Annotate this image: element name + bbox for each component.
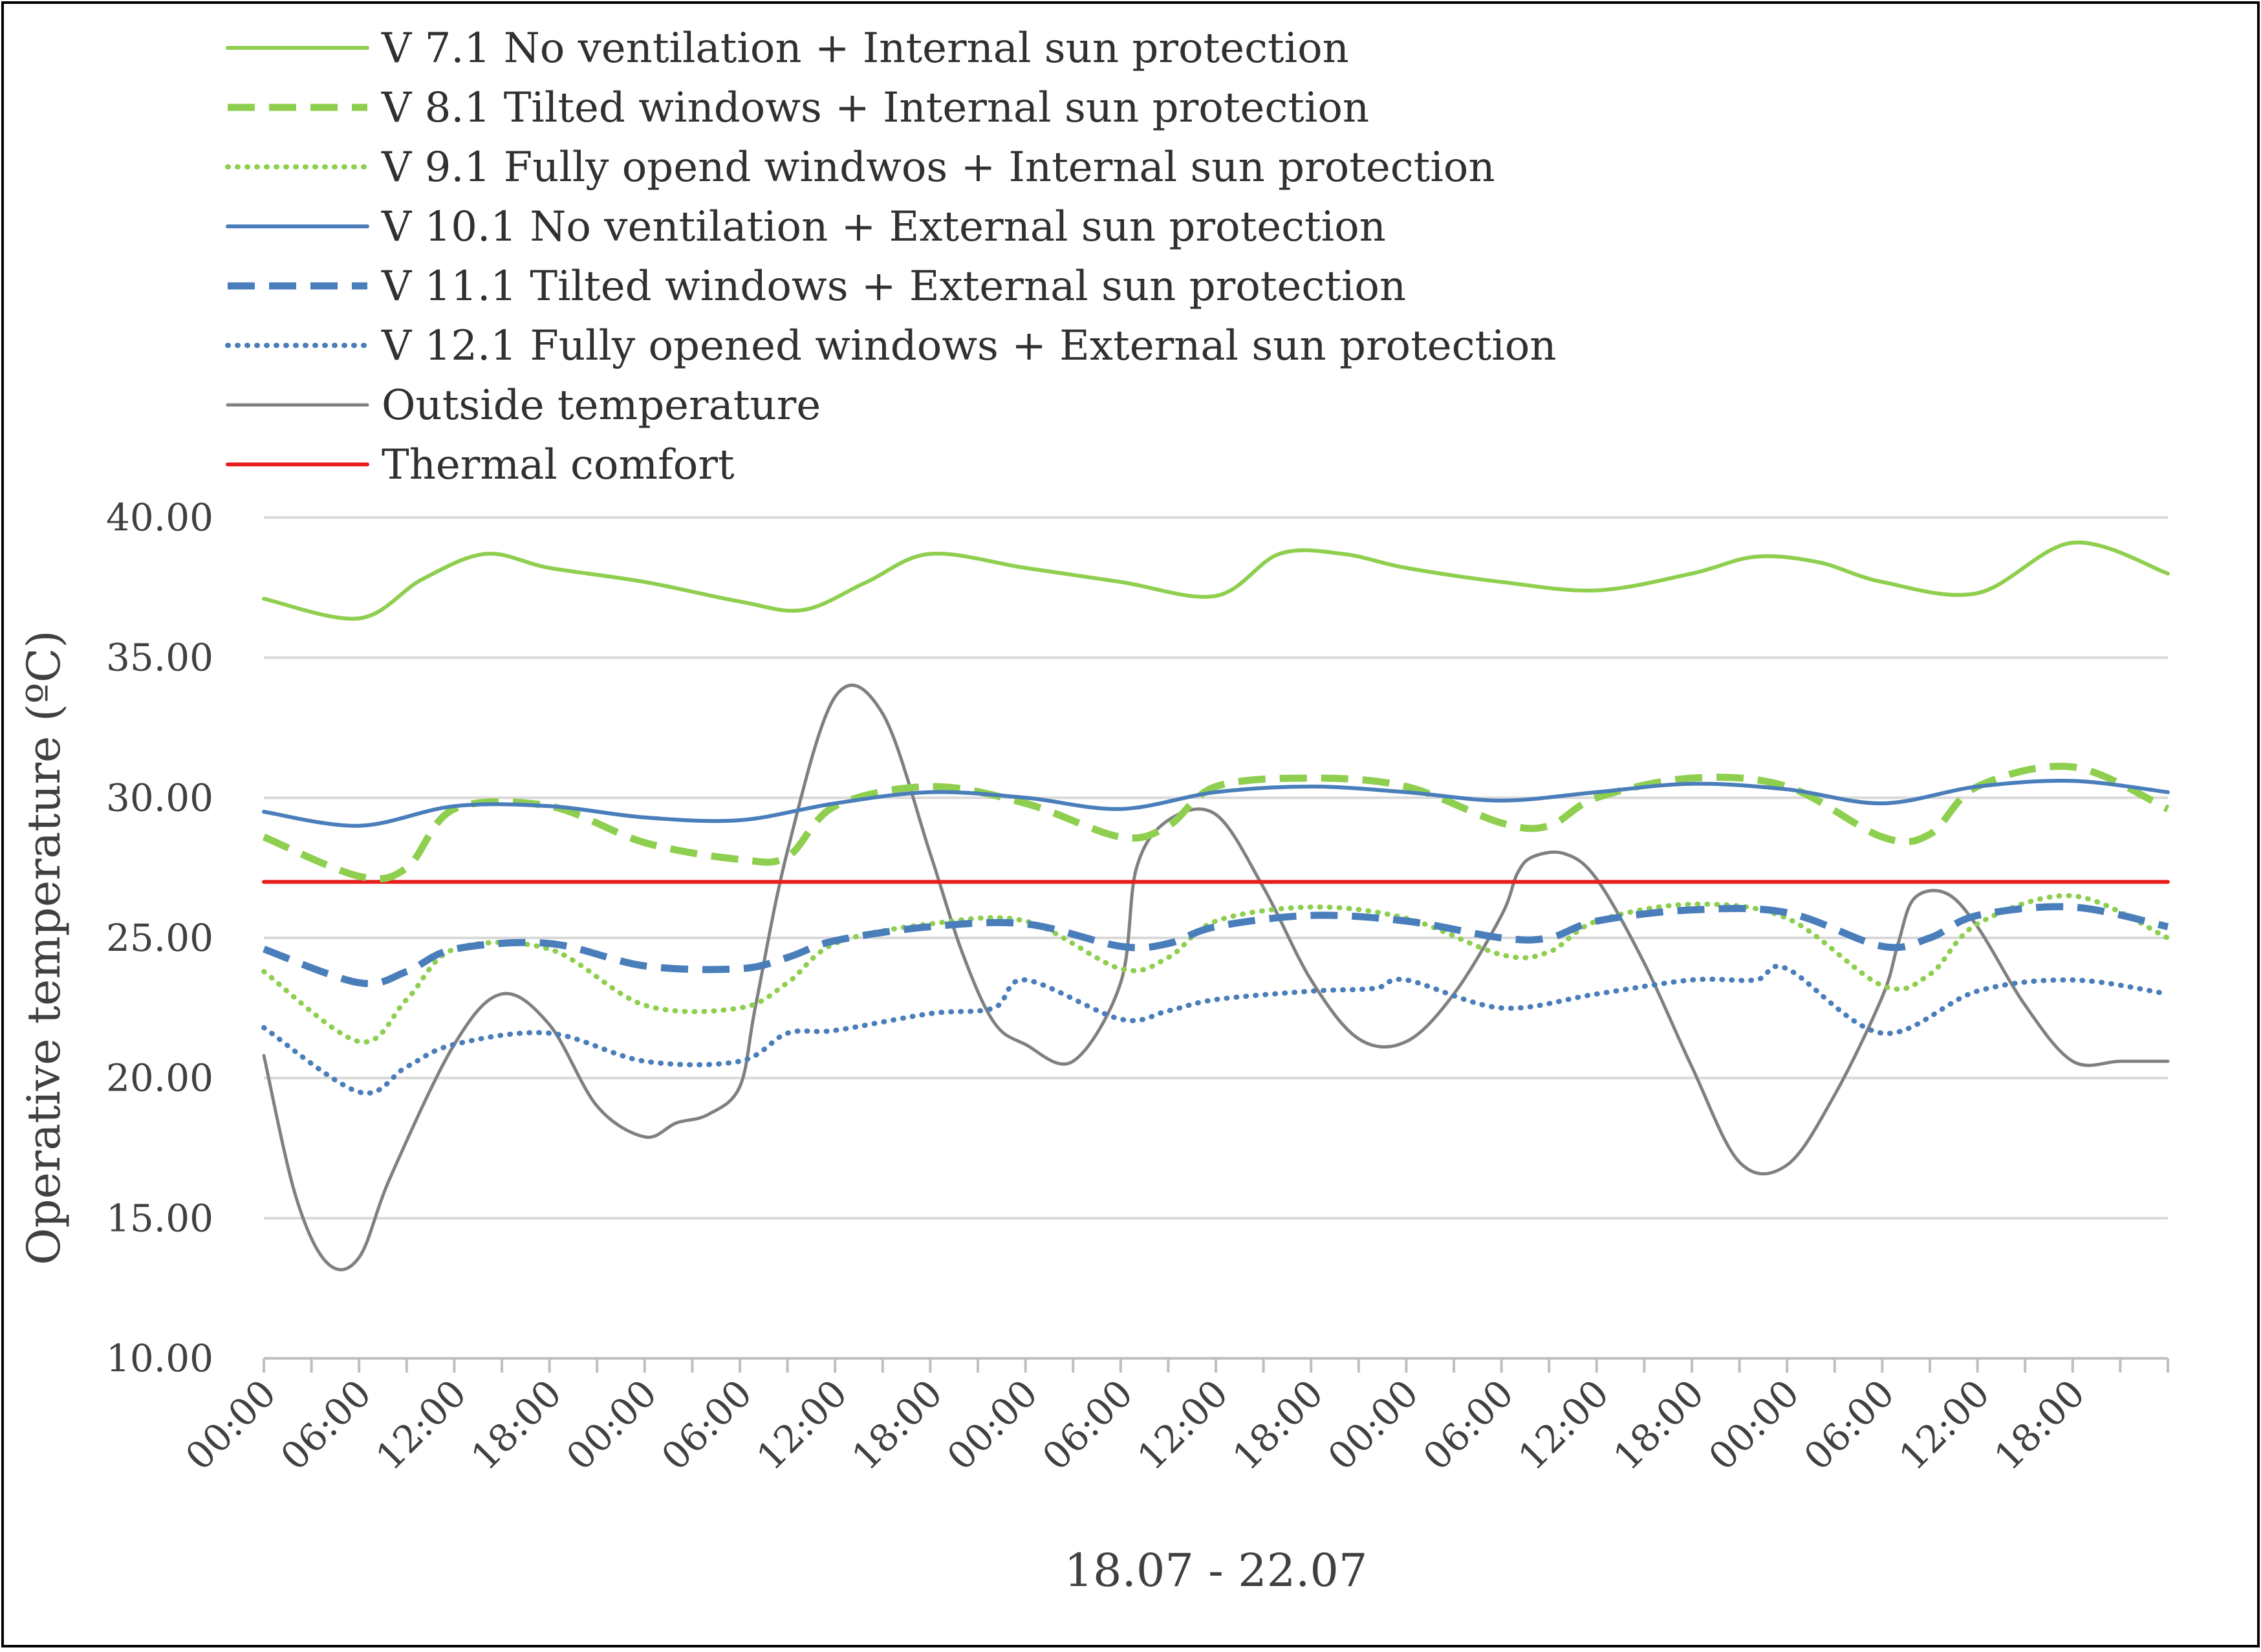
legend-label: V 12.1 Fully opened windows + External s… [381, 322, 1556, 370]
legend-label: V 11.1 Tilted windows + External sun pro… [381, 263, 1406, 310]
legend-label: Thermal comfort [382, 441, 735, 489]
y-axis-title: Operative temperature (ºC) [17, 630, 70, 1265]
legend-label: V 7.1 No ventilation + Internal sun prot… [381, 25, 1349, 72]
legend-label: V 9.1 Fully opend windwos + Internal sun… [381, 144, 1495, 191]
series-line-5 [263, 903, 2169, 988]
series-line-3 [261, 893, 2170, 1045]
y-tick-label: 15.00 [106, 1196, 213, 1240]
series-line-2 [262, 763, 2170, 883]
series-line-7 [262, 683, 2170, 1272]
y-tick-label: 10.00 [106, 1336, 213, 1380]
series-lines [261, 540, 2170, 1272]
series-line-4 [262, 779, 2170, 828]
legend-label: Outside temperature [382, 382, 821, 429]
legend-label: V 10.1 No ventilation + External sun pro… [381, 203, 1386, 251]
y-tick-label: 30.00 [106, 776, 213, 820]
series-line-6 [261, 963, 2170, 1096]
y-tick-label: 35.00 [106, 636, 213, 680]
y-tick-label: 25.00 [106, 916, 213, 960]
y-tick-label: 40.00 [106, 495, 213, 539]
legend-label: V 8.1 Tilted windows + Internal sun prot… [381, 84, 1369, 132]
y-tick-label: 20.00 [106, 1056, 213, 1100]
x-axis-title: 18.07 - 22.07 [1065, 1544, 1368, 1597]
legend: V 7.1 No ventilation + Internal sun prot… [225, 25, 1556, 489]
series-line-1 [262, 540, 2170, 621]
